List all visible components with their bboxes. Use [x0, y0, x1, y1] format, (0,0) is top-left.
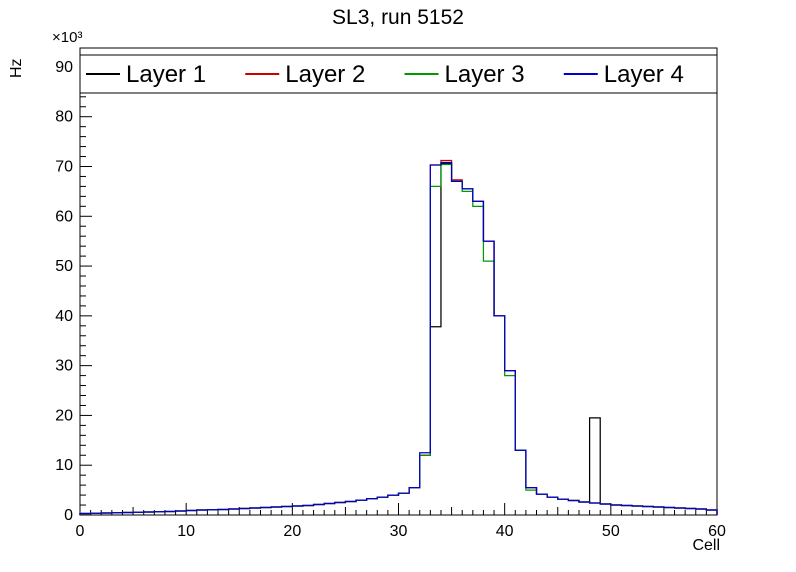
- legend-box: [79, 54, 718, 94]
- series-layer-3: [79, 163, 718, 515]
- legend-label-4: Layer 4: [604, 61, 684, 88]
- x-tick-label: 30: [390, 523, 408, 540]
- series-layer-2: [79, 159, 718, 515]
- plot-frame: [79, 47, 718, 516]
- y-tick-label: 40: [55, 308, 73, 325]
- x-tick-label: 0: [76, 523, 85, 540]
- y-tick-label: 20: [55, 407, 73, 424]
- y-axis-scale-label: ×10³: [52, 29, 83, 46]
- x-axis-label: Cell: [692, 537, 720, 554]
- y-tick-label: 60: [55, 208, 73, 225]
- x-tick-label: 50: [602, 523, 620, 540]
- y-tick-label: 50: [55, 258, 73, 275]
- x-tick-label: 40: [496, 523, 514, 540]
- y-tick-label: 0: [64, 507, 73, 524]
- series-layer-4: [79, 161, 718, 515]
- y-tick-label: 10: [55, 457, 73, 474]
- legend-label-3: Layer 3: [445, 61, 525, 88]
- y-tick-label: 80: [55, 109, 73, 126]
- y-tick-label: 70: [55, 158, 73, 175]
- plot-title: SL3, run 5152: [332, 6, 464, 29]
- legend-label-1: Layer 1: [126, 61, 206, 88]
- y-tick-label: 90: [55, 59, 73, 76]
- legend-label-2: Layer 2: [285, 61, 365, 88]
- x-tick-label: 60: [708, 523, 726, 540]
- x-tick-label: 10: [177, 523, 195, 540]
- y-tick-label: 30: [55, 358, 73, 375]
- series-layer-1: [79, 162, 718, 515]
- x-tick-label: 20: [283, 523, 301, 540]
